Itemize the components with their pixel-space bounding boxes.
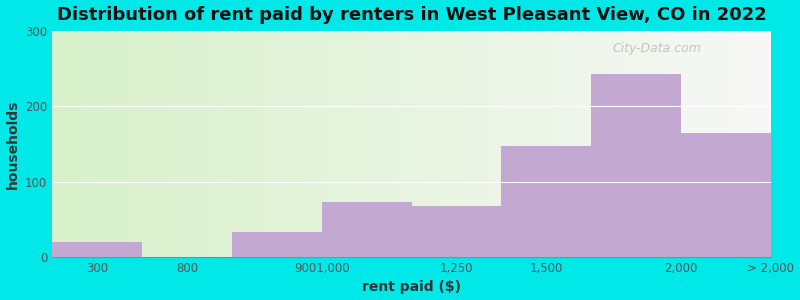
Y-axis label: households: households	[6, 99, 19, 188]
Bar	[232, 232, 322, 257]
Text: City-Data.com: City-Data.com	[613, 42, 702, 55]
Bar	[502, 146, 591, 257]
Title: Distribution of rent paid by renters in West Pleasant View, CO in 2022: Distribution of rent paid by renters in …	[57, 6, 766, 24]
Bar	[411, 206, 502, 257]
Bar	[591, 74, 681, 257]
Bar	[681, 133, 771, 257]
X-axis label: rent paid ($): rent paid ($)	[362, 280, 461, 294]
Bar	[322, 202, 411, 257]
Bar	[52, 242, 142, 257]
